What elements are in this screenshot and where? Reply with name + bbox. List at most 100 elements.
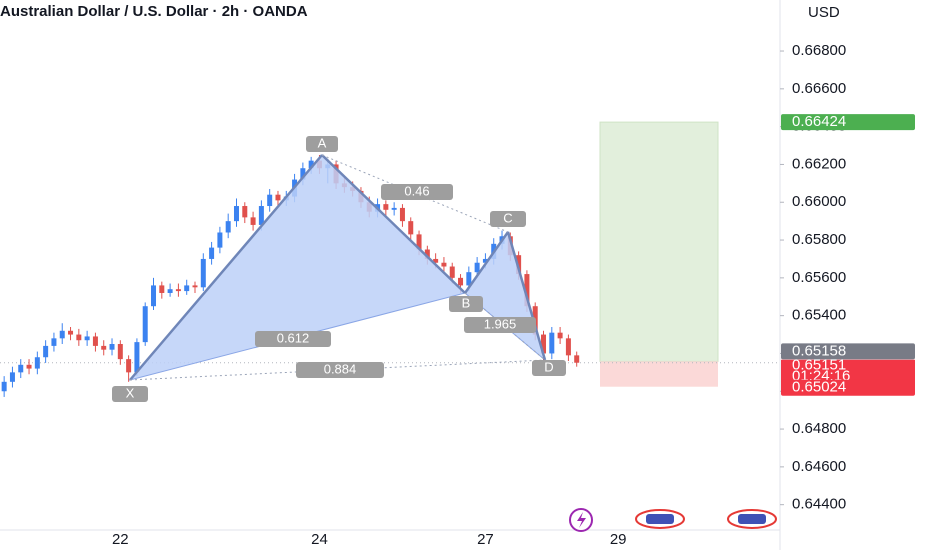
stop-tag-bg <box>781 379 915 396</box>
ratio-label: 1.965 <box>464 316 536 333</box>
candle-body <box>225 221 231 233</box>
target-tag-bg <box>781 114 915 131</box>
candle-body <box>200 258 206 288</box>
point-label: A <box>306 135 338 152</box>
price-scale-bg <box>780 0 932 550</box>
y-tick-label: 0.66000 <box>792 193 846 210</box>
candle-body <box>458 277 464 286</box>
profit-zone <box>599 121 719 362</box>
y-tick-label: 0.66600 <box>792 80 846 97</box>
candle-body <box>142 306 148 343</box>
candle-body <box>184 285 190 292</box>
candle-body <box>383 204 389 210</box>
flag-glyph <box>738 514 766 524</box>
stop-tag: 0.65024 <box>792 379 846 396</box>
ratio-label: 0.884 <box>296 361 384 378</box>
ratio-text: 0.884 <box>324 361 357 376</box>
ratio-label: 0.612 <box>255 330 331 347</box>
x-tick-label: 27 <box>477 531 494 548</box>
y-tick-label: 0.64400 <box>792 496 846 513</box>
ratio-text: 0.612 <box>277 330 310 345</box>
candle-body <box>92 336 98 346</box>
candle-body <box>574 355 580 363</box>
candle-body <box>209 247 215 259</box>
candle-body <box>1 381 7 392</box>
candle-body <box>549 332 555 354</box>
candle-body <box>524 274 530 307</box>
y-tick-label: 0.64800 <box>792 420 846 437</box>
point-label: C <box>490 210 526 227</box>
point-label: B <box>449 295 483 312</box>
flag-glyph <box>646 514 674 524</box>
candle-body <box>242 206 248 218</box>
point-text: C <box>503 210 512 225</box>
candle-body <box>233 206 239 222</box>
candle-body <box>267 194 273 207</box>
candle-body <box>217 232 223 248</box>
candle-body <box>424 249 430 259</box>
point-text: B <box>462 295 471 310</box>
last-price-bg <box>781 359 915 382</box>
candle-body <box>482 258 488 263</box>
leg-bc <box>463 231 510 294</box>
y-tick-label: 0.65800 <box>792 231 846 248</box>
candle-body <box>192 285 198 288</box>
point-label: X <box>112 385 148 402</box>
ratio-text: 0.46 <box>404 183 429 198</box>
x-tick-label: 24 <box>311 531 328 548</box>
candle-body <box>474 262 480 273</box>
candle-body <box>565 338 571 356</box>
entry-tag: 0.65158 <box>792 342 846 359</box>
candle-body <box>433 258 439 263</box>
chart-title: Australian Dollar / U.S. Dollar · 2h · O… <box>0 3 308 20</box>
candle-body <box>26 364 32 369</box>
event-glyph <box>577 512 586 528</box>
leg-xa <box>129 154 323 381</box>
candle-body <box>9 372 15 382</box>
y-tick-label: 0.66800 <box>792 42 846 59</box>
candle-body <box>300 168 306 180</box>
leg-bd <box>464 292 546 361</box>
candle-body <box>391 207 397 210</box>
candle-body <box>101 345 107 350</box>
candle-body <box>68 330 74 335</box>
candle-body <box>159 285 165 293</box>
candle-body <box>76 334 82 341</box>
candle-body <box>117 344 123 360</box>
candle-body <box>126 359 132 373</box>
candle-body <box>134 342 140 373</box>
point-label: D <box>532 359 566 376</box>
candle-body <box>151 285 157 307</box>
candle-body <box>175 289 181 292</box>
y-tick-label: 0.66200 <box>792 155 846 172</box>
candle-body <box>541 334 547 354</box>
candle-body <box>308 160 314 169</box>
candle-body <box>250 217 256 225</box>
candle-body <box>59 330 65 339</box>
candle-body <box>557 332 563 339</box>
candle-body <box>449 266 455 278</box>
candle-body <box>43 345 49 358</box>
candle-body <box>34 357 40 369</box>
ratio-text: 1.965 <box>484 316 517 331</box>
leg-xd <box>129 359 546 381</box>
candle-body <box>109 344 115 350</box>
candle-body <box>167 289 173 293</box>
leg-ab <box>321 154 466 294</box>
candle-body <box>84 336 90 341</box>
entry-tag-bg <box>781 343 915 360</box>
y-tick-label: 0.65600 <box>792 269 846 286</box>
candle-body <box>408 221 414 235</box>
event-icons <box>569 508 777 532</box>
loss-zone <box>600 361 718 387</box>
point-text: D <box>544 359 553 374</box>
candle-body <box>466 272 472 286</box>
plot-area <box>0 121 780 397</box>
candle-body <box>441 262 447 267</box>
x-tick-label: 29 <box>610 531 627 548</box>
point-text: A <box>318 135 327 150</box>
y-tick-label: 0.65400 <box>792 307 846 324</box>
y-tick-label: 0.64600 <box>792 458 846 475</box>
